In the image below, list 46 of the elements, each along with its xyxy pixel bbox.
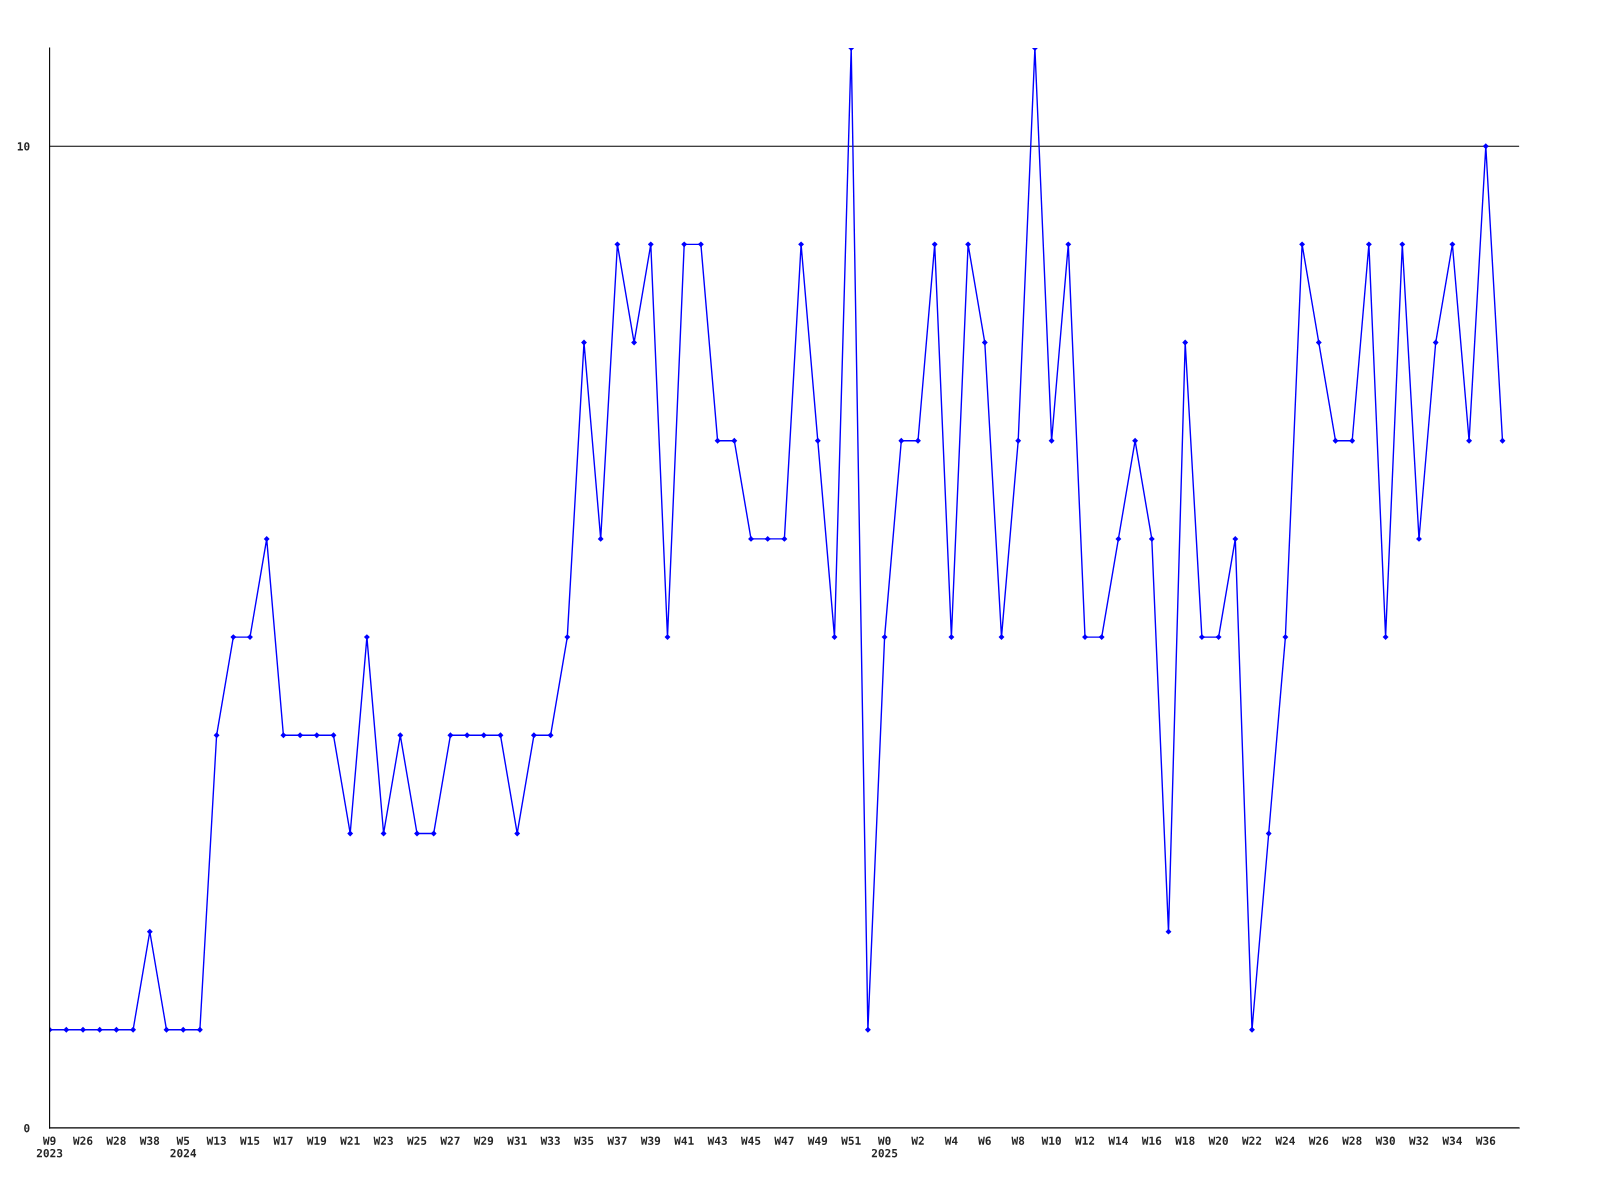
x-tick-label: W37 — [607, 1136, 627, 1145]
x-tick-label: W5 2024 — [170, 1136, 197, 1158]
x-tick-label: W41 — [674, 1136, 694, 1145]
x-tick-label: W21 — [340, 1136, 360, 1145]
x-tick-label: W6 — [978, 1136, 991, 1145]
x-tick-label: W16 — [1141, 1136, 1162, 1145]
x-tick-label: W18 — [1175, 1136, 1195, 1145]
x-tick-label: W22 — [1241, 1136, 1262, 1145]
x-tick-label: W30 — [1375, 1136, 1395, 1145]
x-tick-label: W28 — [106, 1136, 126, 1145]
y-tick-label: 0 — [24, 1123, 30, 1133]
x-tick-label: W26 — [1308, 1136, 1329, 1145]
x-tick-label: W31 — [507, 1136, 527, 1145]
y-tick-label: 10 — [17, 142, 30, 151]
x-tick-label: W49 — [807, 1136, 828, 1145]
x-tick-label: W23 — [373, 1136, 393, 1145]
x-tick-label: W51 — [841, 1136, 861, 1145]
x-tick-label: W45 — [740, 1136, 761, 1145]
x-tick-label: W29 — [473, 1136, 494, 1145]
x-tick-label: W35 — [573, 1136, 594, 1145]
x-tick-label: W38 — [139, 1136, 160, 1145]
x-tick-label: W20 — [1208, 1136, 1228, 1145]
x-tick-label: W12 — [1074, 1136, 1095, 1145]
x-tick-label: W28 — [1342, 1136, 1362, 1145]
x-tick-label: W43 — [707, 1136, 727, 1145]
x-tick-label: W25 — [406, 1136, 427, 1145]
x-tick-label: W10 — [1041, 1136, 1061, 1145]
x-tick-label: W24 — [1275, 1136, 1295, 1145]
x-tick-label: W4 — [944, 1136, 958, 1145]
x-tick-label: W26 — [72, 1136, 93, 1145]
x-tick-label: W0 2025 — [871, 1136, 898, 1158]
x-tick-label: W39 — [640, 1136, 661, 1145]
x-tick-label: W47 — [774, 1136, 794, 1145]
x-tick-label: W8 — [1011, 1136, 1025, 1145]
x-tick-label: W14 — [1108, 1136, 1128, 1145]
x-tick-label: W17 — [273, 1136, 293, 1145]
x-tick-label: W36 — [1475, 1136, 1496, 1145]
x-tick-label: W27 — [440, 1136, 460, 1145]
x-tick-label: W2 — [911, 1136, 924, 1145]
x-tick-label: W15 — [239, 1136, 260, 1145]
x-tick-label: W34 — [1442, 1136, 1462, 1145]
x-tick-label: W19 — [306, 1136, 327, 1145]
x-tick-label: W9 2023 — [36, 1136, 63, 1158]
x-tick-label: W13 — [206, 1136, 226, 1145]
x-tick-label: W32 — [1408, 1136, 1429, 1145]
x-tick-label: W33 — [540, 1136, 560, 1145]
